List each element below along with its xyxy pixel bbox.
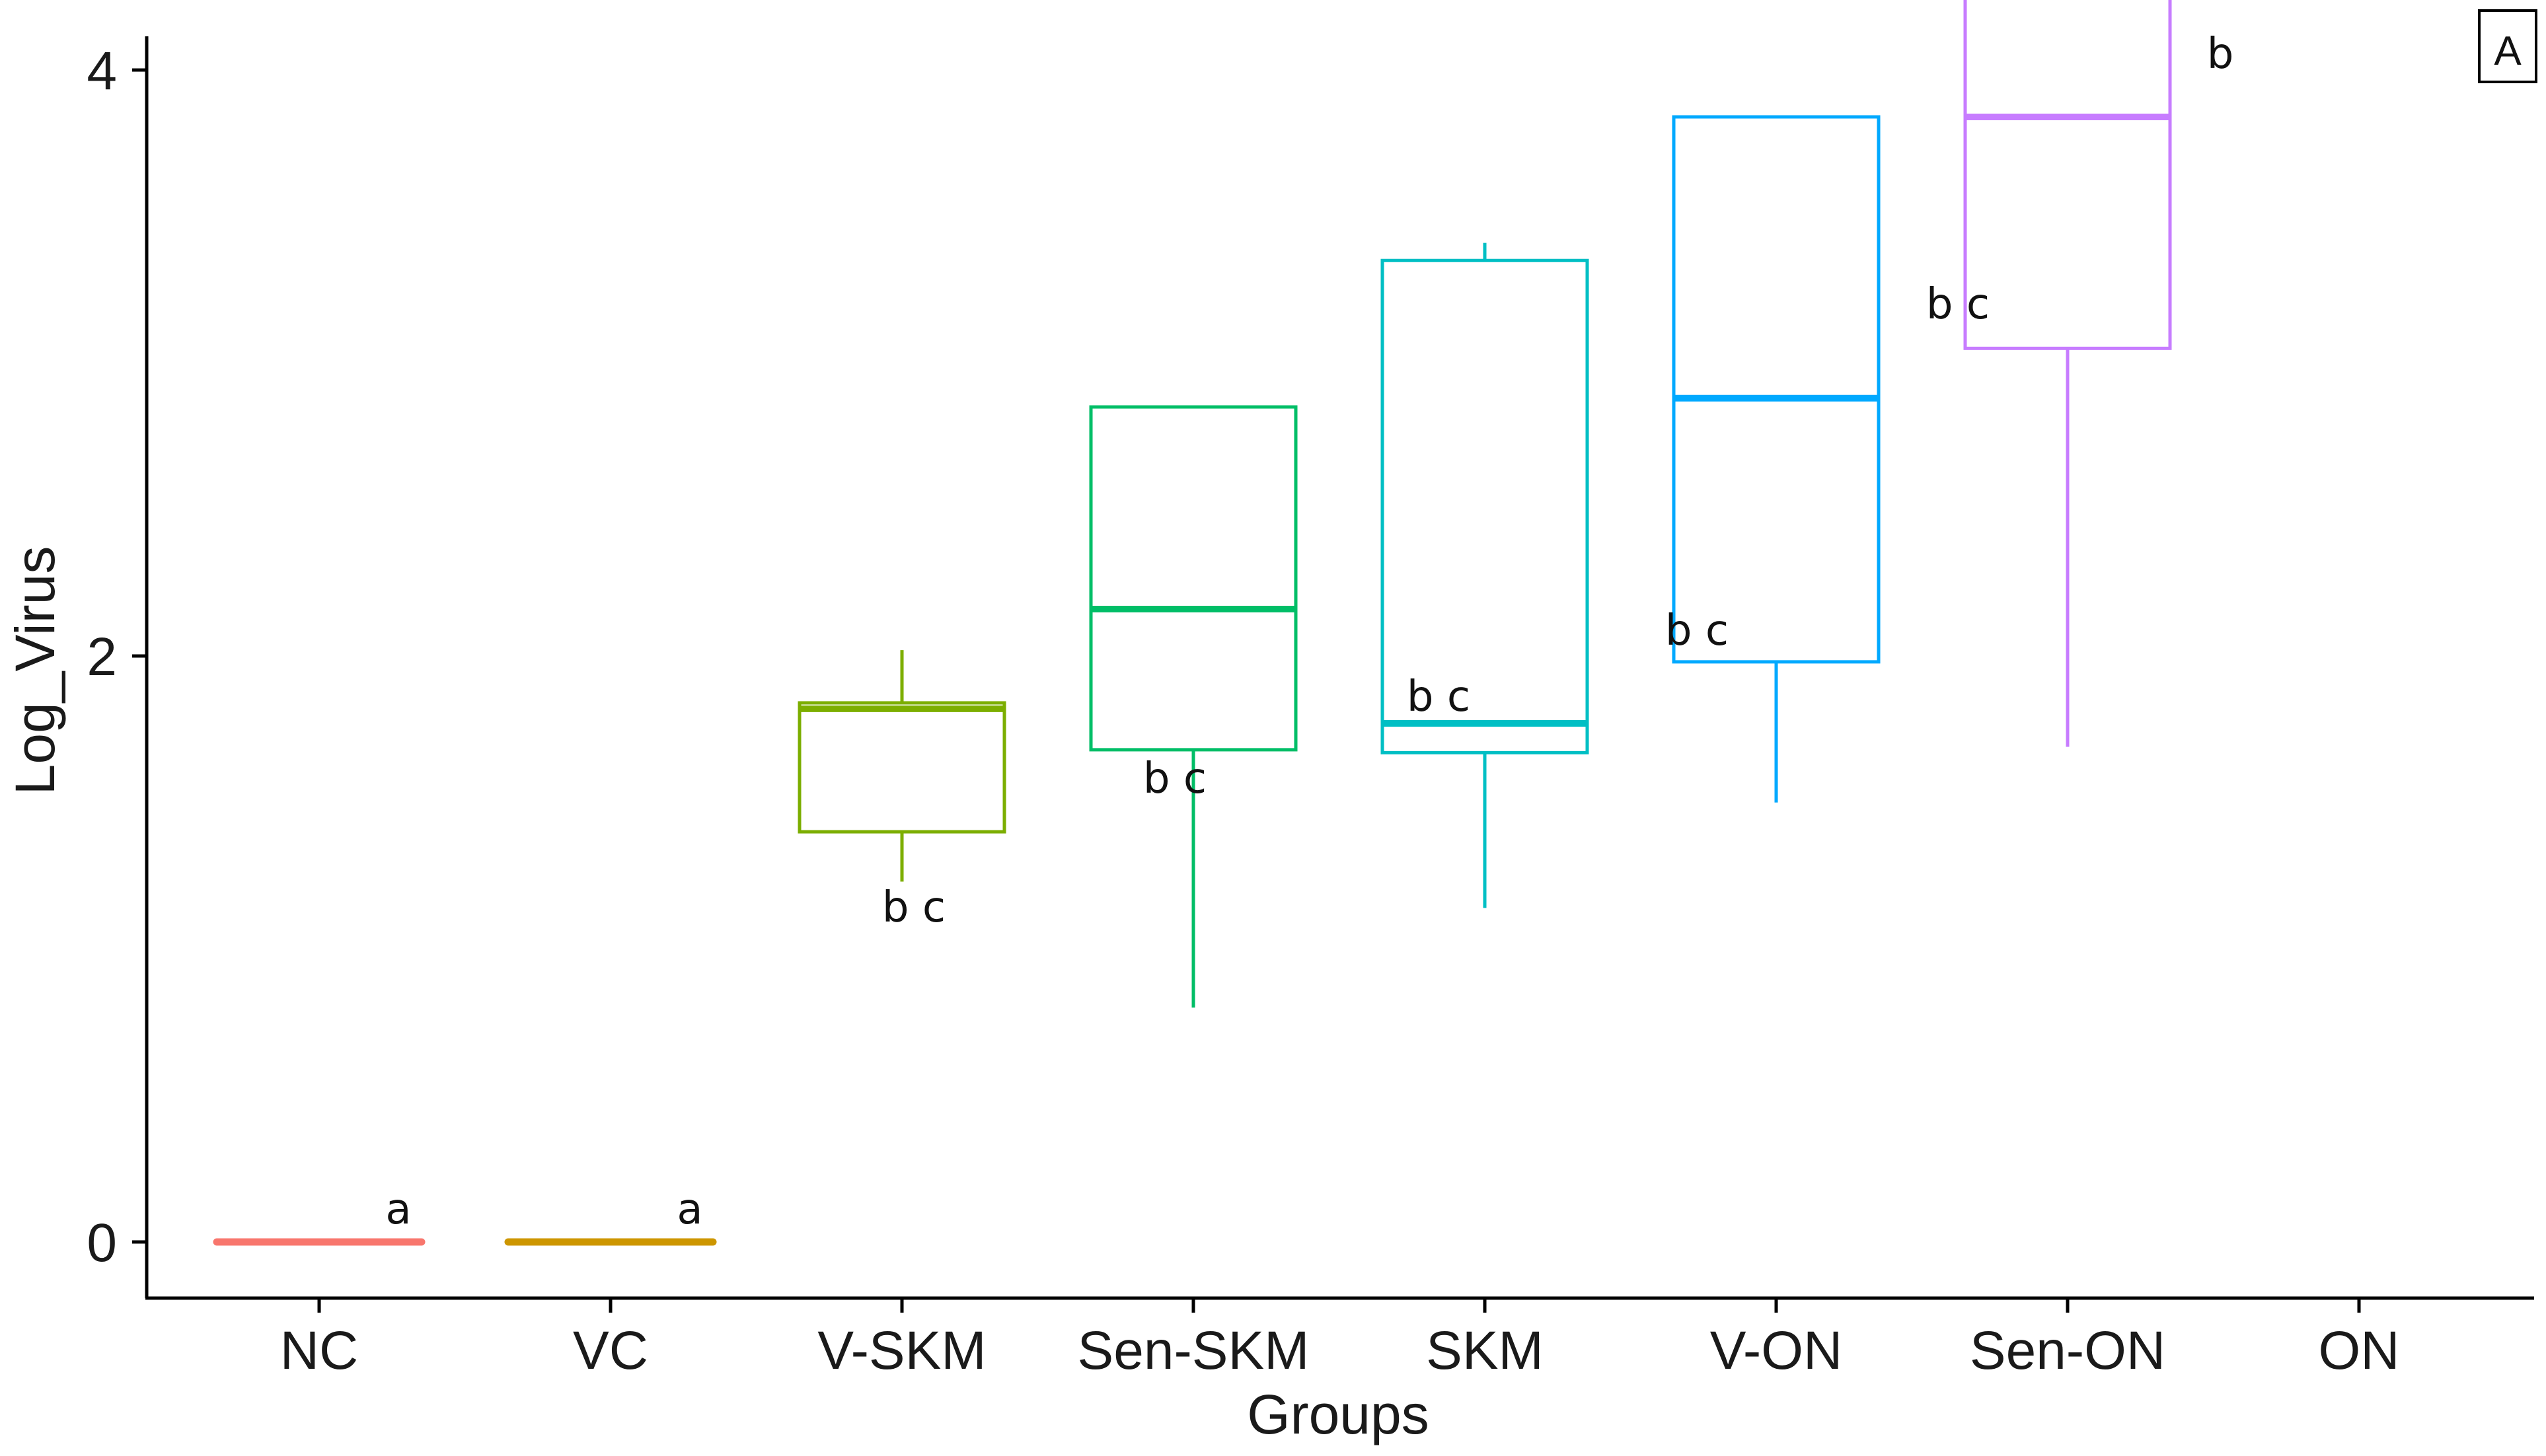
- panel-label-box: A: [2478, 9, 2537, 83]
- y-axis-ticks: 02468: [87, 41, 147, 1273]
- significance-letter: b c: [882, 883, 946, 932]
- x-tick-label: V-ON: [1710, 1321, 1842, 1381]
- iqr-box: [798, 701, 1006, 834]
- box-v-on: [1672, 115, 1881, 803]
- box-series: [213, 0, 2172, 1246]
- iqr-box: [1963, 0, 2172, 350]
- panel-label: A: [2494, 28, 2522, 74]
- box-sen-skm: [1089, 405, 1298, 1008]
- x-tick-label: VC: [573, 1321, 648, 1381]
- significance-letters: a a b c b c b c b c b c b: [385, 30, 2233, 1234]
- significance-letter: b c: [1926, 280, 1990, 329]
- box-v-skm: [798, 650, 1006, 882]
- significance-letter: b: [2207, 30, 2234, 79]
- y-axis-title: Log_Virus: [4, 546, 66, 795]
- panel-label-frame: [2478, 9, 2537, 83]
- significance-letter: b c: [1665, 606, 1729, 655]
- y-tick-label: 2: [87, 627, 117, 687]
- x-tick-label: NC: [280, 1321, 358, 1381]
- y-tick-label: 0: [87, 1213, 117, 1273]
- box-sen-on: [1963, 0, 2172, 747]
- y-tick-label: 4: [87, 41, 117, 101]
- x-tick-label: Sen-ON: [1970, 1321, 2165, 1381]
- significance-letter: a: [385, 1185, 411, 1234]
- iqr-box: [1089, 405, 1298, 752]
- x-tick-label: V-SKM: [817, 1321, 986, 1381]
- box-skm: [1380, 242, 1589, 908]
- significance-letter: b c: [1143, 754, 1207, 803]
- x-axis-ticks: NC VC V-SKM Sen-SKM SKM V-ON Sen-ON ON: [280, 1298, 2400, 1381]
- x-tick-label: Sen-SKM: [1078, 1321, 1310, 1381]
- x-axis-title: Groups: [1247, 1383, 1429, 1445]
- x-tick-label: ON: [2319, 1321, 2400, 1381]
- significance-letter: b c: [1407, 673, 1470, 721]
- significance-letter: a: [677, 1185, 702, 1234]
- x-tick-label: SKM: [1426, 1321, 1544, 1381]
- iqr-box: [1380, 258, 1589, 754]
- iqr-box: [1672, 115, 1881, 664]
